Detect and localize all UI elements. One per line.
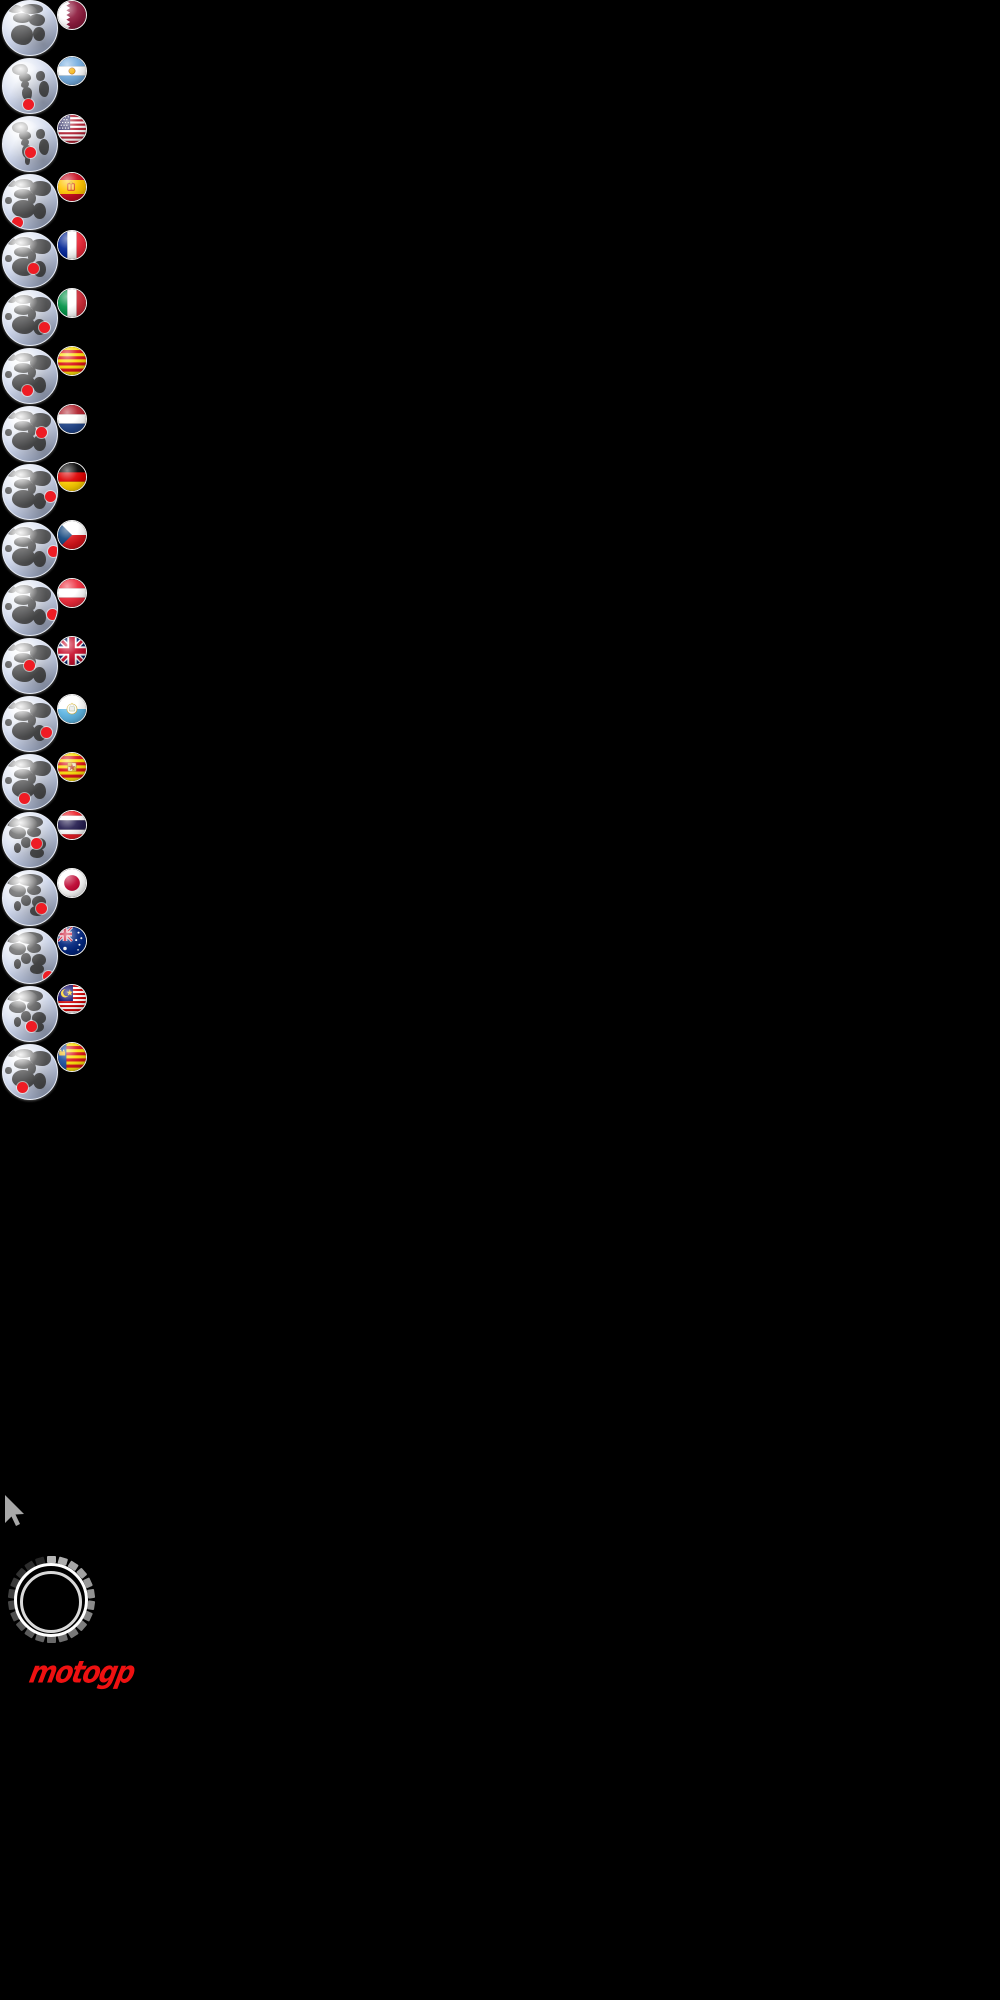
globe-icon	[2, 290, 58, 346]
netherlands-flag[interactable]	[57, 404, 87, 434]
location-marker	[23, 99, 34, 110]
globe-icon	[2, 0, 58, 56]
united-states-flag[interactable]	[57, 114, 87, 144]
globe-icon	[2, 174, 58, 230]
austria-flag[interactable]	[57, 578, 87, 608]
italy-flag[interactable]	[57, 288, 87, 318]
globe-icon	[2, 696, 58, 752]
location-marker	[36, 427, 47, 438]
france-flag[interactable]	[57, 230, 87, 260]
location-marker	[12, 217, 23, 228]
location-marker	[19, 793, 30, 804]
globe-icon	[2, 812, 58, 868]
location-marker	[28, 263, 39, 274]
czech-republic-flag[interactable]	[57, 520, 87, 550]
aragon-flag[interactable]	[57, 752, 87, 782]
location-marker	[24, 660, 35, 671]
globe-icon	[2, 464, 58, 520]
location-marker	[48, 546, 57, 557]
spinner-ring	[14, 1563, 88, 1637]
globe-icon	[2, 348, 58, 404]
location-marker	[39, 322, 50, 333]
location-marker	[45, 491, 56, 502]
location-marker	[31, 838, 42, 849]
globe-icon	[2, 870, 58, 926]
location-row[interactable]	[0, 1042, 120, 1120]
location-marker	[17, 1082, 28, 1093]
location-marker	[41, 727, 52, 738]
globe-icon	[2, 522, 58, 578]
location-marker	[47, 609, 57, 620]
valencia-flag[interactable]	[57, 1042, 87, 1072]
globe-icon	[2, 1044, 58, 1100]
location-marker	[25, 147, 36, 158]
location-marker	[26, 1021, 37, 1032]
location-marker	[22, 385, 33, 396]
argentina-flag[interactable]	[57, 56, 87, 86]
thailand-flag[interactable]	[57, 810, 87, 840]
location-marker	[43, 971, 54, 982]
japan-flag[interactable]	[57, 868, 87, 898]
catalonia-flag[interactable]	[57, 346, 87, 376]
germany-flag[interactable]	[57, 462, 87, 492]
spain-flag[interactable]	[57, 172, 87, 202]
location-marker	[36, 903, 47, 914]
mouse-pointer-icon	[5, 1495, 24, 1526]
globe-icon	[2, 754, 58, 810]
spinner-tick	[46, 1555, 56, 1563]
globe-icon	[2, 116, 58, 172]
globe-icon	[2, 928, 58, 984]
globe-icon	[2, 406, 58, 462]
san-marino-flag[interactable]	[57, 694, 87, 724]
loading-spinner	[4, 1553, 98, 1647]
globe-icon	[2, 638, 58, 694]
australia-flag[interactable]	[57, 926, 87, 956]
malaysia-flag[interactable]	[57, 984, 87, 1014]
motogp-wordmark: motogp	[26, 1655, 138, 1691]
globe-icon	[2, 58, 58, 114]
globe-icon	[2, 232, 58, 288]
united-kingdom-flag[interactable]	[57, 636, 87, 666]
globe-icon	[2, 580, 58, 636]
spinner-ring	[20, 1571, 82, 1633]
qatar-flag[interactable]	[57, 0, 87, 30]
globe-icon	[2, 986, 58, 1042]
